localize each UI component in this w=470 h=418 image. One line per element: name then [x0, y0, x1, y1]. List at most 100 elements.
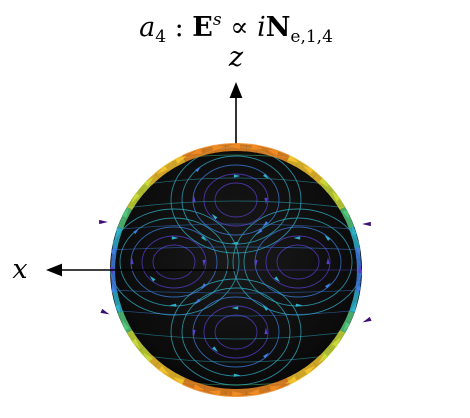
streamline-arrow [251, 144, 264, 150]
streamline-arrow [231, 241, 239, 245]
streamline-arrow [192, 195, 196, 203]
streamline-arrow [175, 155, 187, 164]
streamline-arrow [192, 329, 196, 337]
rim-segment [111, 248, 118, 260]
streamline-arrow [131, 192, 140, 203]
streamline [141, 235, 207, 289]
streamline-arrow [332, 191, 341, 202]
streamline-arrow [318, 353, 329, 363]
streamline-arrow [116, 227, 122, 238]
streamline-arrow [285, 376, 297, 385]
rim-segment [344, 311, 355, 324]
streamline-arrow [172, 376, 185, 385]
streamline-arrow [343, 322, 351, 333]
streamline-arrow [194, 298, 201, 305]
figure-title: a4 : Es ∝ iNe,1,4 [139, 10, 333, 47]
streamline-arrow [231, 306, 239, 310]
streamline-arrow [201, 235, 207, 242]
streamline-arrow [193, 384, 206, 391]
streamline [276, 244, 320, 280]
streamline-arrow [130, 257, 134, 265]
streamline [110, 289, 362, 294]
streamline-arrow [356, 286, 362, 296]
streamline-arrow [156, 165, 168, 175]
streamline-arrow [111, 283, 117, 293]
streamline [110, 329, 362, 340]
streamline [203, 305, 269, 359]
rim-segment [354, 280, 361, 292]
streamline-arrow [295, 303, 303, 307]
streamline-arrow [233, 174, 241, 178]
streamline-arrow [233, 373, 241, 377]
streamline-arrow [158, 365, 170, 375]
streamline-arrow [202, 259, 206, 267]
streamline-arrow [266, 149, 279, 156]
streamline-arrow [211, 213, 218, 220]
rim-segment [295, 367, 309, 380]
streamline-arrow [332, 337, 341, 348]
rim-segment [117, 311, 128, 324]
rim-segment [276, 377, 290, 390]
streamline-arrow [100, 308, 110, 315]
streamline [214, 182, 258, 218]
rim-segment [344, 216, 355, 229]
streamline-arrow [362, 221, 371, 227]
streamline-arrow [264, 197, 268, 205]
streamline-arrow [232, 391, 244, 397]
streamline-arrow [143, 352, 153, 363]
rim-segment [276, 150, 290, 163]
streamline-arrow [133, 228, 139, 235]
streamline-arrow [190, 148, 203, 155]
streamline [265, 235, 331, 289]
streamline [110, 200, 362, 211]
rim-segment [163, 160, 177, 173]
streamline-arrow [200, 283, 207, 289]
streamline [203, 173, 269, 227]
streamline-arrow [325, 282, 331, 289]
streamline-arrow [195, 166, 201, 173]
streamline-arrow [110, 244, 116, 254]
streamline-arrow [262, 221, 269, 227]
streamline-arrow [357, 264, 363, 273]
streamline-arrow [263, 352, 269, 359]
streamline-arrow [262, 305, 269, 311]
streamline-arrow [264, 327, 268, 335]
streamline-arrow [114, 304, 121, 315]
rim-segment [352, 237, 360, 250]
streamline-arrow [351, 225, 358, 236]
streamline-arrow [99, 219, 108, 225]
streamline-arrow [254, 259, 258, 267]
rim-segment [112, 237, 120, 250]
streamline-arrow [269, 385, 282, 392]
rim-segment [182, 150, 196, 163]
streamline-arrow [355, 247, 361, 257]
streamline-arrowheads [99, 143, 372, 397]
streamline-arrow [122, 320, 130, 331]
streamline-arrow [326, 257, 330, 265]
streamline-arrow [228, 143, 240, 149]
streamline-arrow [362, 316, 372, 323]
streamline [110, 223, 362, 231]
streamline [152, 244, 196, 280]
rim-segment [352, 290, 360, 303]
streamline-arrow [169, 303, 177, 307]
x-axis-label: x [12, 254, 27, 285]
rim-segment [117, 216, 128, 229]
streamline-arrow [263, 173, 269, 180]
streamline [110, 309, 362, 317]
streamline-arrow [319, 177, 329, 188]
streamline-arrow [342, 209, 350, 220]
streamline-arrow [324, 235, 331, 241]
rim-segment [203, 384, 216, 396]
streamline-arrow [304, 365, 316, 375]
streamline-arrow [287, 155, 300, 164]
streamline-arrow [143, 177, 154, 187]
streamline-arrow [350, 302, 356, 313]
rim-segment [256, 144, 269, 156]
streamline-arrow [256, 228, 263, 235]
streamline [110, 246, 362, 251]
streamline-arrow [131, 338, 140, 349]
streamline-arrow [212, 346, 218, 353]
rim-segment [112, 290, 120, 303]
